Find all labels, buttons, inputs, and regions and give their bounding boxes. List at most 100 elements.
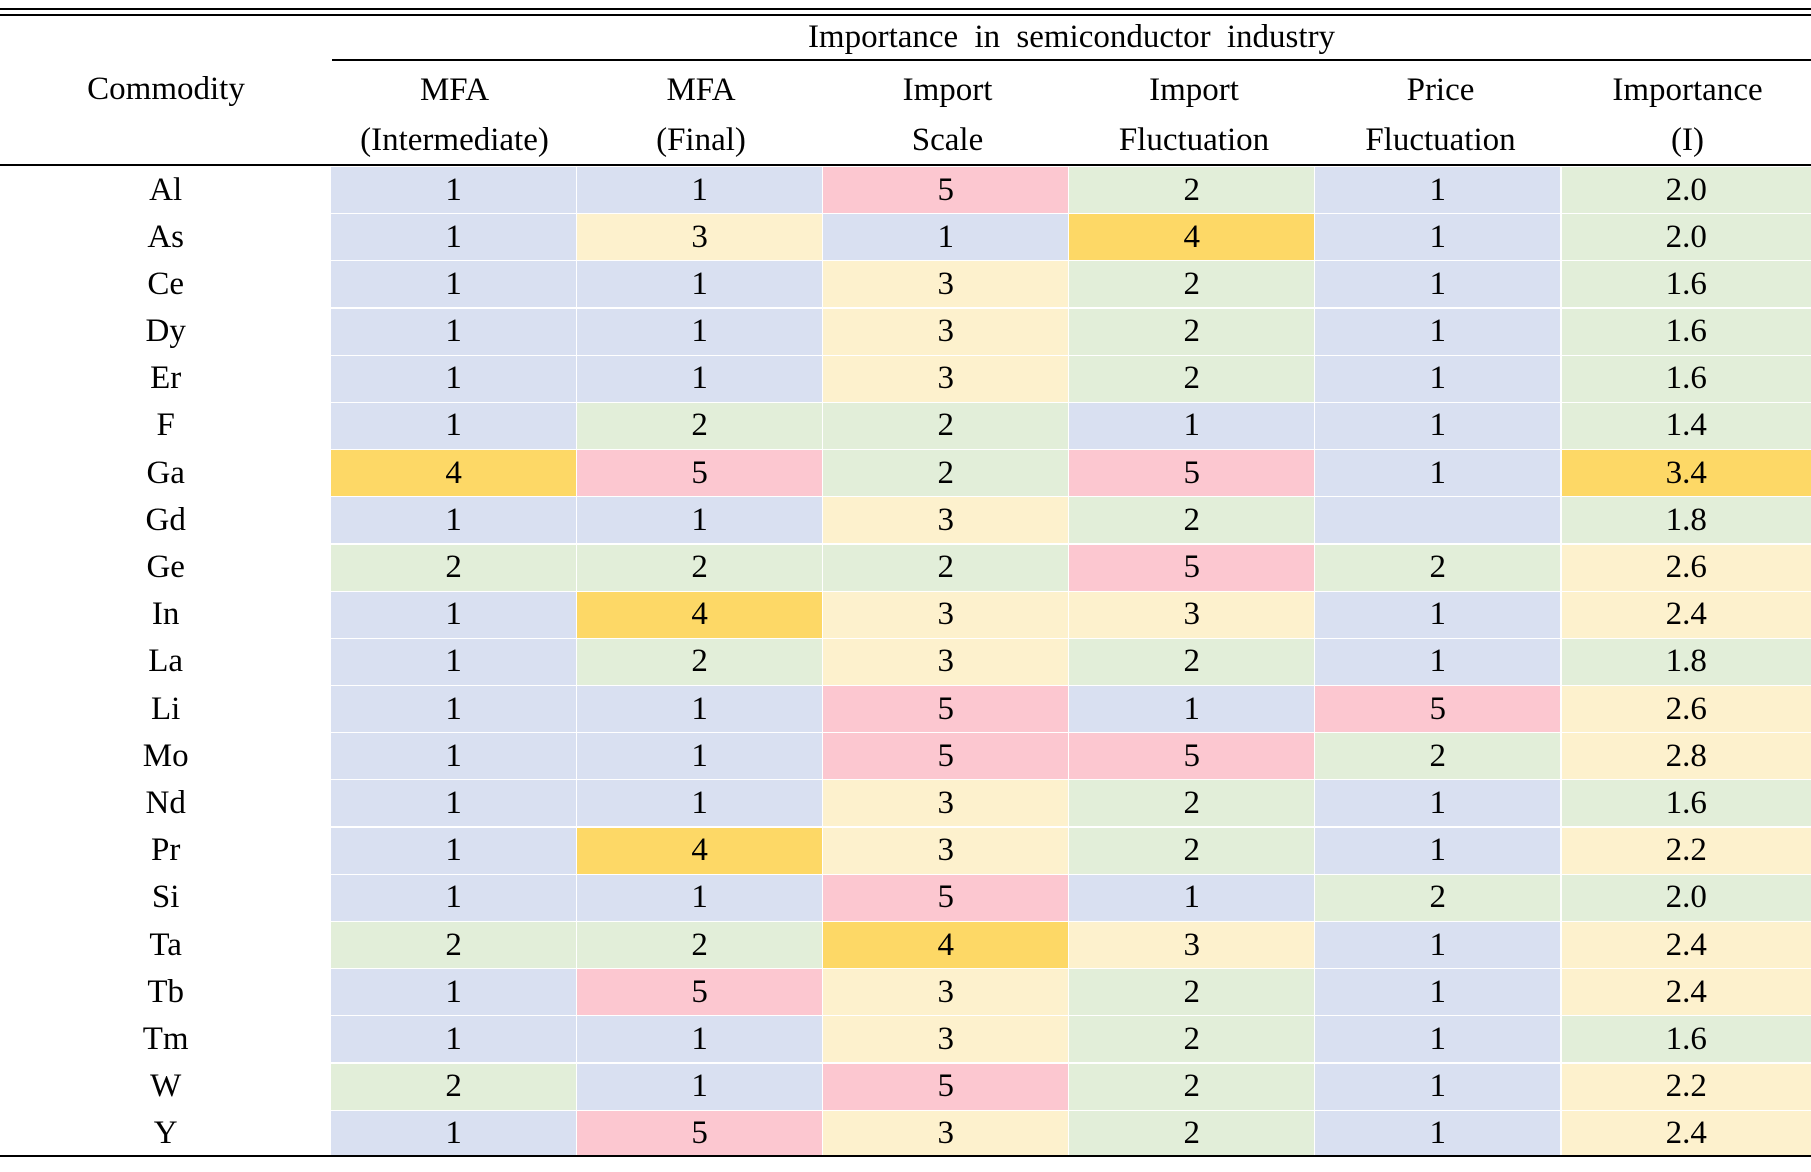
value-cell: 1 bbox=[1315, 591, 1561, 638]
value-cell: 2 bbox=[823, 402, 1068, 449]
column-header-line2: Fluctuation bbox=[1118, 122, 1270, 158]
value-cell: 1 bbox=[1315, 402, 1561, 449]
commodity-cell: Tb bbox=[0, 969, 332, 1016]
value-cell: 2.0 bbox=[1561, 167, 1811, 213]
table-row: Si 1 1 5 1 2 2.0 bbox=[0, 874, 1811, 922]
value-cell: 1 bbox=[331, 497, 576, 544]
commodity-cell: W bbox=[0, 1063, 332, 1110]
top-rule-double bbox=[0, 14, 1811, 16]
value-cell: 1 bbox=[1315, 638, 1561, 685]
group-header-rule bbox=[332, 59, 1811, 61]
value-cell: 1 bbox=[1315, 261, 1561, 308]
column-header-line2: (Final) bbox=[656, 122, 746, 158]
value-cell: 5 bbox=[823, 686, 1068, 733]
value-cell: 2 bbox=[1069, 780, 1314, 827]
value-cell: 3.4 bbox=[1561, 450, 1811, 497]
value-cell: 3 bbox=[823, 355, 1068, 402]
value-cell: 2.2 bbox=[1561, 1063, 1811, 1110]
value-cell: 1.4 bbox=[1561, 402, 1811, 449]
value-cell: 3 bbox=[1069, 922, 1314, 968]
value-cell: 1 bbox=[331, 638, 576, 685]
commodity-cell: Gd bbox=[0, 497, 332, 544]
value-cell: 1.6 bbox=[1561, 780, 1811, 827]
value-cell: 1.8 bbox=[1561, 638, 1811, 685]
value-cell: 4 bbox=[823, 922, 1068, 968]
value-cell: 1 bbox=[1315, 1063, 1561, 1110]
table-row: Ge 2 2 2 5 2 2.6 bbox=[0, 544, 1811, 592]
value-cell: 1 bbox=[1069, 402, 1314, 449]
value-cell: 1.6 bbox=[1561, 1016, 1811, 1063]
value-cell: 2 bbox=[1069, 167, 1314, 213]
column-header-line2: Scale bbox=[911, 122, 984, 158]
value-cell: 1 bbox=[331, 402, 576, 449]
commodity-cell: Ga bbox=[0, 450, 332, 497]
table-row: La 1 2 3 2 1 1.8 bbox=[0, 638, 1811, 686]
value-cell: 1 bbox=[331, 167, 576, 213]
value-cell: 3 bbox=[823, 638, 1068, 685]
table-row: Tm 1 1 3 2 1 1.6 bbox=[0, 1016, 1811, 1063]
value-cell: 1 bbox=[577, 874, 822, 921]
value-cell: 1.8 bbox=[1561, 497, 1811, 544]
value-cell: 1.6 bbox=[1561, 261, 1811, 308]
commodity-header: Commodity bbox=[87, 70, 245, 107]
value-cell: 2 bbox=[1069, 497, 1314, 544]
value-cell: 1 bbox=[1315, 355, 1561, 402]
value-cell: 1 bbox=[331, 874, 576, 921]
commodity-cell: Er bbox=[0, 355, 332, 402]
table-row: Al 1 1 5 2 1 2.0 bbox=[0, 167, 1811, 214]
commodity-cell: Y bbox=[0, 1110, 332, 1157]
value-cell: 3 bbox=[823, 1016, 1068, 1063]
value-cell: 3 bbox=[823, 591, 1068, 638]
commodity-cell: Si bbox=[0, 874, 332, 921]
value-cell: 2 bbox=[1069, 1110, 1314, 1157]
column-header-mfa-intermediate: MFA (Intermediate) bbox=[332, 68, 577, 162]
value-cell: 5 bbox=[823, 1063, 1068, 1110]
value-cell: 1 bbox=[823, 214, 1068, 261]
value-cell: 1 bbox=[331, 969, 576, 1016]
column-header-line1: Price bbox=[1406, 72, 1475, 108]
value-cell: 3 bbox=[823, 1110, 1068, 1157]
value-cell: 5 bbox=[823, 874, 1068, 921]
value-cell: 5 bbox=[1315, 686, 1561, 733]
value-cell: 1 bbox=[1315, 780, 1561, 827]
value-cell: 3 bbox=[1069, 591, 1314, 638]
value-cell: 1 bbox=[577, 355, 822, 402]
value-cell: 1 bbox=[577, 308, 822, 355]
value-cell: 1 bbox=[1315, 922, 1561, 968]
column-header-import-fluctuation: Import Fluctuation bbox=[1072, 68, 1317, 162]
value-cell: 2 bbox=[1069, 355, 1314, 402]
value-cell: 5 bbox=[1069, 544, 1314, 591]
column-header-mfa-final: MFA (Final) bbox=[579, 68, 824, 162]
value-cell: 2.4 bbox=[1561, 591, 1811, 638]
value-cell: 3 bbox=[823, 261, 1068, 308]
table-row: Gd 1 1 3 2 1.8 bbox=[0, 497, 1811, 544]
value-cell: 2 bbox=[1069, 827, 1314, 874]
value-cell: 1 bbox=[577, 780, 822, 827]
value-cell: 2.0 bbox=[1561, 874, 1811, 921]
value-cell: 1 bbox=[577, 261, 822, 308]
value-cell: 1 bbox=[1315, 308, 1561, 355]
value-cell: 3 bbox=[823, 780, 1068, 827]
column-header-importance: Importance (I) bbox=[1565, 68, 1811, 162]
value-cell: 2 bbox=[331, 1063, 576, 1110]
value-cell: 1 bbox=[331, 686, 576, 733]
table-row: In 1 4 3 3 1 2.4 bbox=[0, 591, 1811, 639]
table-row: Dy 1 1 3 2 1 1.6 bbox=[0, 308, 1811, 356]
header-rule bbox=[0, 164, 1811, 166]
table-row: Pr 1 4 3 2 1 2.2 bbox=[0, 827, 1811, 875]
value-cell: 1 bbox=[577, 497, 822, 544]
column-header-line1: MFA bbox=[419, 72, 490, 108]
value-cell: 2.0 bbox=[1561, 214, 1811, 261]
value-cell: 4 bbox=[577, 591, 822, 638]
value-cell: 1 bbox=[331, 308, 576, 355]
value-cell: 1 bbox=[577, 733, 822, 780]
value-cell: 1 bbox=[1315, 827, 1561, 874]
table-row: W 2 1 5 2 1 2.2 bbox=[0, 1063, 1811, 1111]
value-cell: 2 bbox=[1069, 1016, 1314, 1063]
value-cell: 1 bbox=[331, 780, 576, 827]
value-cell: 2 bbox=[1315, 544, 1561, 591]
table-row: Mo 1 1 5 5 2 2.8 bbox=[0, 733, 1811, 780]
table-row: F 1 2 2 1 1 1.4 bbox=[0, 402, 1811, 450]
value-cell: 4 bbox=[331, 450, 576, 497]
value-cell: 2.6 bbox=[1561, 686, 1811, 733]
